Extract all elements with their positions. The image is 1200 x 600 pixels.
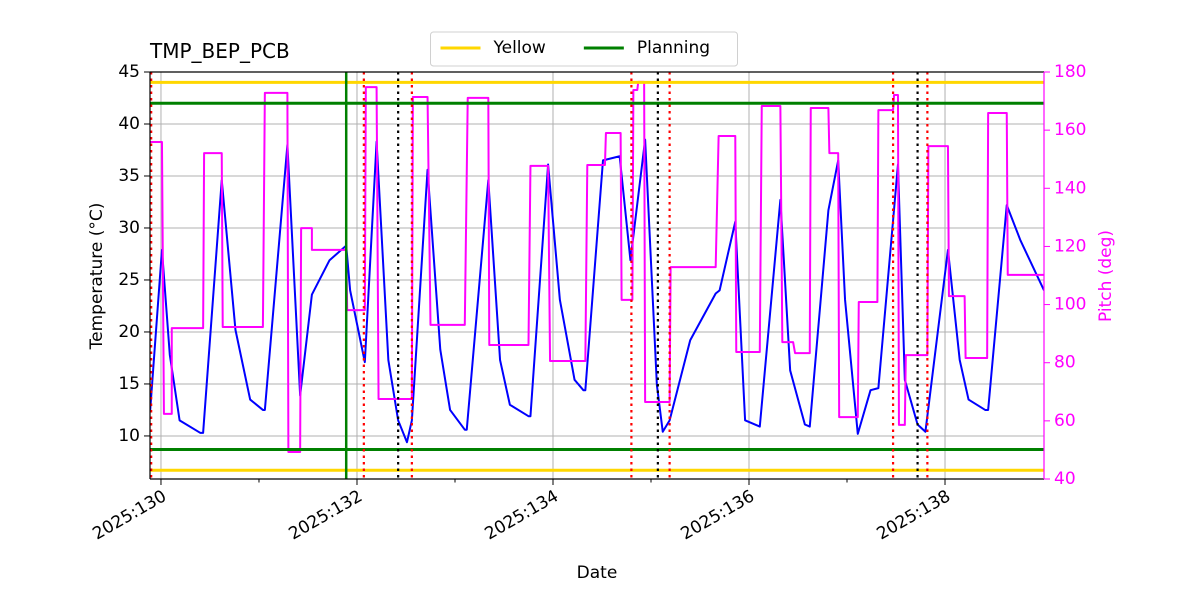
data-line (150, 80, 1044, 453)
y-tick-label: 10 (118, 426, 140, 446)
y2-tick-label: 80 (1054, 353, 1076, 373)
x-tick-label: 2025:130 (89, 486, 170, 544)
data-line (150, 138, 1044, 444)
chart-title: TMP_BEP_PCB (149, 39, 290, 63)
y2-axis-label: Pitch (deg) (1096, 230, 1116, 322)
y2-tick-label: 120 (1054, 236, 1086, 256)
y-tick-label: 25 (118, 270, 140, 290)
y-tick-label: 40 (118, 114, 140, 134)
legend-label: Yellow (493, 38, 546, 58)
y-tick-label: 30 (118, 218, 140, 238)
y-axis-label: Temperature (°C) (87, 203, 107, 351)
y2-tick-label: 40 (1054, 469, 1076, 489)
y-tick-label: 45 (118, 62, 140, 82)
y2-tick-label: 160 (1054, 120, 1086, 140)
x-tick-label: 2025:138 (873, 486, 954, 544)
x-axis-label: Date (577, 563, 618, 583)
legend-label: Planning (637, 38, 710, 58)
y2-tick-label: 60 (1054, 411, 1076, 431)
y2-tick-label: 140 (1054, 178, 1086, 198)
y-tick-label: 35 (118, 166, 140, 186)
y2-tick-label: 100 (1054, 295, 1086, 315)
y2-tick-label: 180 (1054, 62, 1086, 82)
x-tick-label: 2025:132 (285, 486, 366, 544)
x-tick-label: 2025:136 (677, 486, 758, 544)
x-tick-label: 2025:134 (481, 486, 562, 544)
y-tick-label: 15 (118, 374, 140, 394)
y-tick-label: 20 (118, 322, 140, 342)
